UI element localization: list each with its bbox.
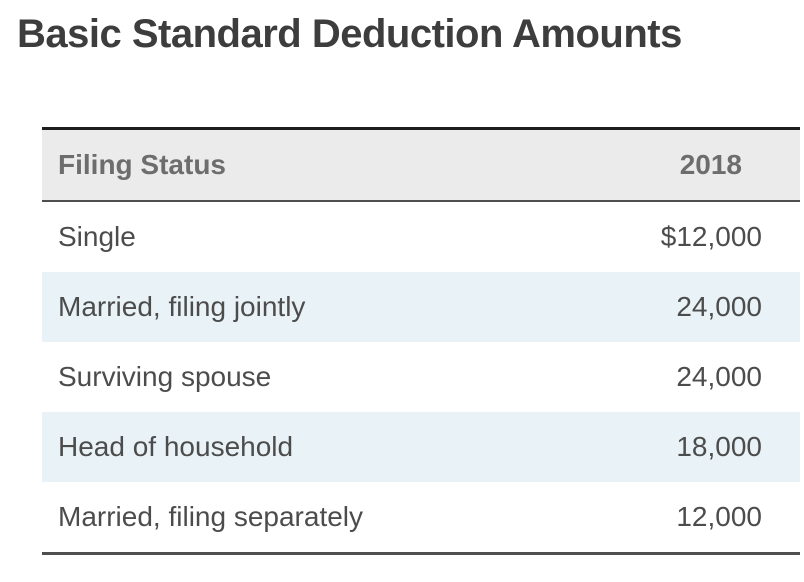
table-row: Head of household 18,000 [42, 412, 800, 482]
table-header-row: Filing Status 2018 [42, 128, 800, 202]
amount-cell: $12,000 [660, 221, 762, 252]
table-row: Married, filing jointly 24,000 [42, 272, 800, 342]
amount-cell: 18,000 [676, 431, 762, 462]
column-header-2018: 2018 [570, 128, 800, 202]
filing-status-cell: Surviving spouse [58, 361, 272, 392]
filing-status-cell: Single [58, 221, 136, 252]
amount-cell: 24,000 [676, 291, 762, 322]
page-title: Basic Standard Deduction Amounts [17, 12, 682, 56]
table-row: Surviving spouse 24,000 [42, 342, 800, 412]
filing-status-cell: Married, filing separately [58, 501, 364, 532]
page: Basic Standard Deduction Amounts Filing … [0, 10, 804, 555]
standard-deduction-table: Filing Status 2018 Single $12,000 Marrie… [42, 127, 800, 555]
filing-status-cell: Head of household [58, 431, 294, 462]
column-header-filing-status: Filing Status [42, 128, 571, 202]
table-row: Single $12,000 [42, 201, 800, 272]
table-row: Married, filing separately 12,000 [42, 482, 800, 554]
filing-status-cell: Married, filing jointly [58, 291, 306, 322]
amount-cell: 12,000 [676, 501, 762, 532]
amount-cell: 24,000 [676, 361, 762, 392]
